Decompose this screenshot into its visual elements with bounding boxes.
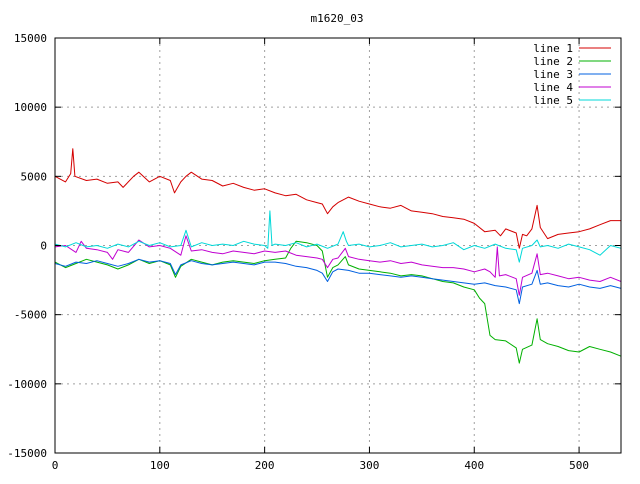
legend-label: line 4 <box>533 81 573 94</box>
y-tick-label: 15000 <box>14 32 47 45</box>
y-tick-label: -10000 <box>7 378 47 391</box>
x-tick-label: 300 <box>360 459 380 472</box>
series-line-4 <box>54 235 622 296</box>
series-line-1 <box>54 148 621 249</box>
legend-label: line 5 <box>533 94 573 107</box>
y-tick-label: 0 <box>40 240 47 253</box>
y-tick-label: 5000 <box>21 170 48 183</box>
y-tick-label: -5000 <box>14 309 47 322</box>
x-tick-label: 0 <box>52 459 59 472</box>
axis-ticks: 0 100 200 300 400 500 -15000 -10000 -5000 0 5000 10… <box>7 32 621 472</box>
series-lines <box>54 148 622 364</box>
x-tick-label: 200 <box>255 459 275 472</box>
y-tick-label: 10000 <box>14 101 47 114</box>
series-line-2 <box>54 240 622 364</box>
grid <box>55 38 621 453</box>
x-tick-label: 500 <box>569 459 589 472</box>
chart-title: m1620_03 <box>311 12 364 25</box>
legend-label: line 1 <box>533 42 573 55</box>
series-line-3 <box>54 258 622 305</box>
x-tick-label: 400 <box>464 459 484 472</box>
y-tick-label: -15000 <box>7 447 47 460</box>
legend-label: line 2 <box>533 55 573 68</box>
legend-label: line 3 <box>533 68 573 81</box>
series-line-5 <box>54 210 622 263</box>
x-tick-label: 100 <box>150 459 170 472</box>
